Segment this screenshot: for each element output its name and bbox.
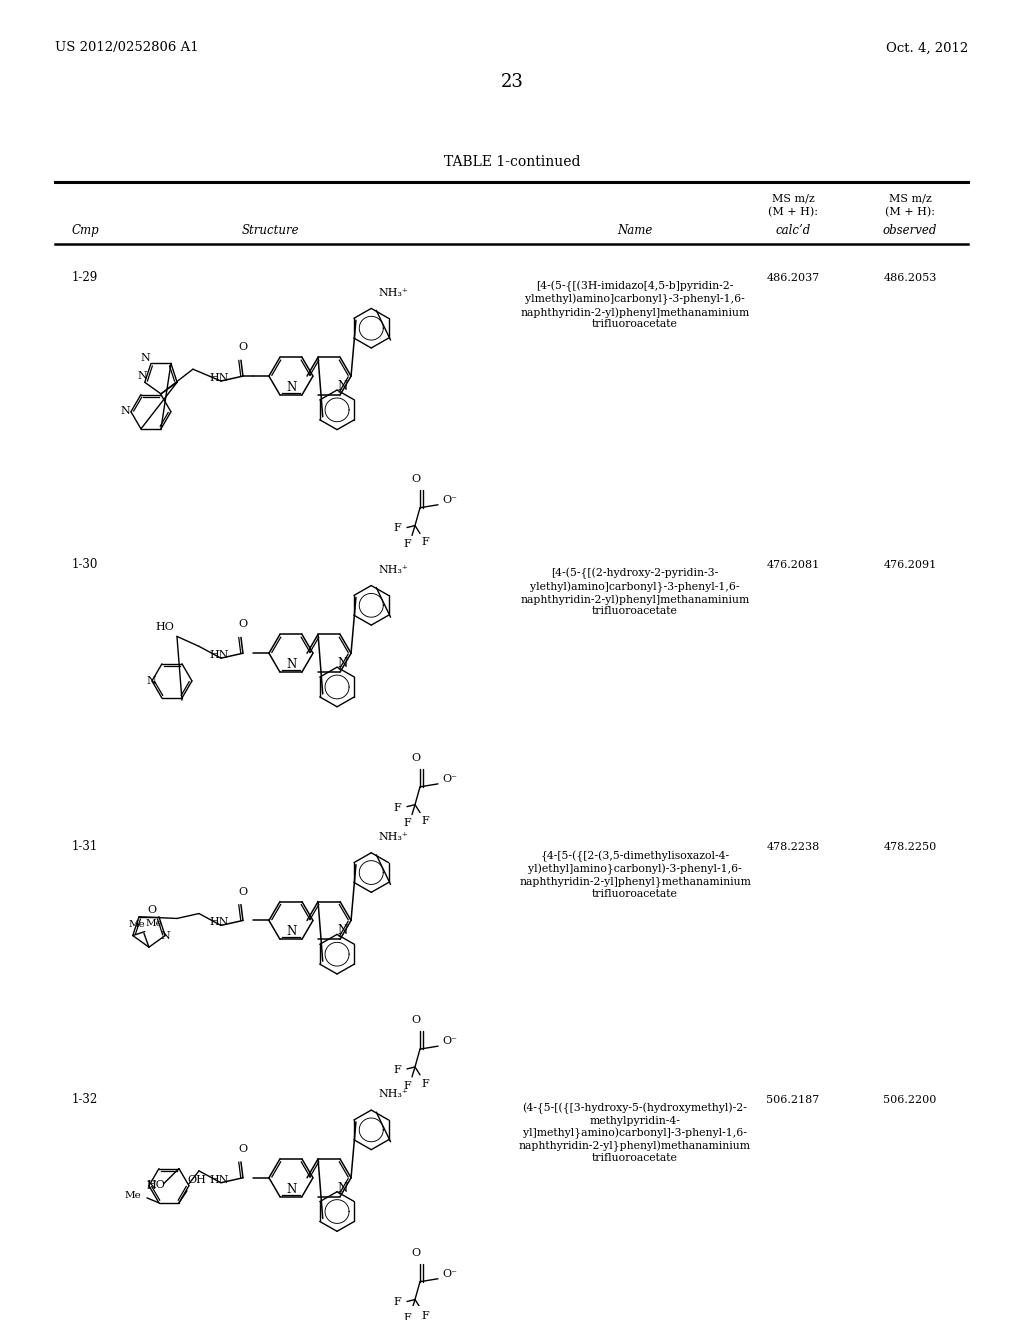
Text: O: O	[412, 1247, 421, 1258]
Text: O: O	[238, 887, 247, 896]
Text: O⁻: O⁻	[442, 1036, 457, 1047]
Text: NH₃⁺: NH₃⁺	[378, 288, 408, 297]
Text: [4-(5-{[(3H-imidazo[4,5-b]pyridin-2-
ylmethyl)amino]carbonyl}-3-phenyl-1,6-
naph: [4-(5-{[(3H-imidazo[4,5-b]pyridin-2- ylm…	[520, 281, 750, 330]
Text: O: O	[412, 474, 421, 484]
Text: F: F	[403, 818, 411, 829]
Text: N: N	[337, 1181, 347, 1195]
Text: HN: HN	[209, 651, 228, 660]
Text: 1-32: 1-32	[72, 1093, 98, 1106]
Text: HN: HN	[209, 917, 228, 928]
Text: N: N	[147, 676, 157, 686]
Text: F: F	[393, 1298, 400, 1308]
Text: F: F	[403, 1313, 411, 1320]
Text: O: O	[238, 1144, 247, 1154]
Text: 23: 23	[501, 73, 523, 91]
Text: {4-[5-({[2-(3,5-dimethylisoxazol-4-
yl)ethyl]amino}carbonyl)-3-phenyl-1,6-
napht: {4-[5-({[2-(3,5-dimethylisoxazol-4- yl)e…	[519, 850, 751, 899]
Text: 1-30: 1-30	[72, 558, 98, 572]
Text: F: F	[403, 1081, 411, 1090]
Text: N: N	[138, 371, 147, 381]
Text: O: O	[412, 1015, 421, 1026]
Text: O⁻: O⁻	[442, 774, 457, 784]
Text: N: N	[147, 1180, 157, 1191]
Text: F: F	[421, 817, 429, 826]
Text: HN: HN	[209, 374, 228, 383]
Text: O: O	[412, 754, 421, 763]
Text: F: F	[403, 540, 411, 549]
Text: Name: Name	[617, 223, 652, 236]
Text: Me: Me	[145, 919, 163, 928]
Text: O⁻: O⁻	[442, 495, 457, 504]
Text: NH₃⁺: NH₃⁺	[378, 1089, 408, 1100]
Text: N: N	[160, 931, 170, 941]
Text: F: F	[421, 1078, 429, 1089]
Text: 478.2250: 478.2250	[884, 842, 937, 853]
Text: 476.2091: 476.2091	[884, 560, 937, 570]
Text: US 2012/0252806 A1: US 2012/0252806 A1	[55, 41, 199, 54]
Text: NH₃⁺: NH₃⁺	[378, 832, 408, 842]
Text: F: F	[393, 803, 400, 813]
Text: 1-29: 1-29	[72, 271, 98, 284]
Text: Structure: Structure	[242, 223, 299, 236]
Text: (M + H):: (M + H):	[768, 206, 818, 216]
Text: OH: OH	[187, 1175, 206, 1185]
Text: NH₃⁺: NH₃⁺	[378, 565, 408, 574]
Text: N: N	[286, 659, 296, 671]
Text: O: O	[238, 342, 247, 352]
Text: F: F	[421, 537, 429, 548]
Text: calc’d: calc’d	[775, 223, 811, 236]
Text: Cmp: Cmp	[72, 223, 99, 236]
Text: 476.2081: 476.2081	[766, 560, 819, 570]
Text: 1-31: 1-31	[72, 841, 98, 853]
Text: O⁻: O⁻	[442, 1269, 457, 1279]
Text: HO: HO	[146, 1180, 165, 1191]
Text: 478.2238: 478.2238	[766, 842, 819, 853]
Text: O: O	[146, 904, 156, 915]
Text: F: F	[393, 1065, 400, 1074]
Text: HO: HO	[155, 623, 174, 632]
Text: Me: Me	[129, 920, 145, 929]
Text: N: N	[337, 380, 347, 393]
Text: TABLE 1-continued: TABLE 1-continued	[443, 156, 581, 169]
Text: HN: HN	[209, 1175, 228, 1185]
Text: (M + H):: (M + H):	[885, 206, 935, 216]
Text: N: N	[337, 924, 347, 937]
Text: MS m/z: MS m/z	[889, 194, 932, 203]
Text: N: N	[337, 657, 347, 671]
Text: N: N	[121, 405, 131, 416]
Text: (4-{5-[({[3-hydroxy-5-(hydroxymethyl)-2-
methylpyridin-4-
yl]methyl}amino)carbon: (4-{5-[({[3-hydroxy-5-(hydroxymethyl)-2-…	[519, 1102, 751, 1163]
Text: N: N	[286, 381, 296, 393]
Text: N: N	[141, 352, 151, 363]
Text: [4-(5-{[(2-hydroxy-2-pyridin-3-
ylethyl)amino]carbonyl}-3-phenyl-1,6-
naphthyrid: [4-(5-{[(2-hydroxy-2-pyridin-3- ylethyl)…	[520, 568, 750, 616]
Text: observed: observed	[883, 223, 937, 236]
Text: Me: Me	[125, 1191, 141, 1200]
Text: 486.2037: 486.2037	[766, 273, 819, 282]
Text: F: F	[421, 1311, 429, 1320]
Text: 506.2187: 506.2187	[766, 1094, 819, 1105]
Text: N: N	[286, 1183, 296, 1196]
Text: 506.2200: 506.2200	[884, 1094, 937, 1105]
Text: N: N	[286, 925, 296, 939]
Text: O: O	[238, 619, 247, 630]
Text: Oct. 4, 2012: Oct. 4, 2012	[886, 41, 968, 54]
Text: 486.2053: 486.2053	[884, 273, 937, 282]
Text: F: F	[393, 524, 400, 533]
Text: MS m/z: MS m/z	[772, 194, 814, 203]
